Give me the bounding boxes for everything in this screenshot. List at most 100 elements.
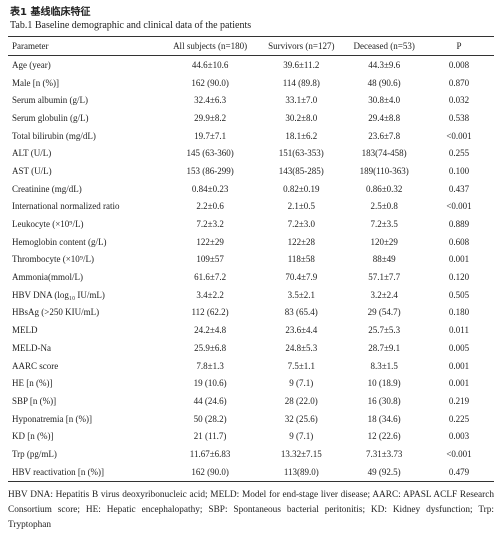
cell: 7.2±3.0 xyxy=(287,219,316,230)
table-row: MELD 24.2±4.8 23.6±4.4 25.7±5.3 0.011 xyxy=(8,321,494,339)
header-row: Parameter All subjects (n=180) Survivors (… xyxy=(8,36,494,56)
row-label: Ammonia(mmol/L) xyxy=(12,272,83,283)
cell: 0.120 xyxy=(448,272,470,283)
cell: 30.8±4.0 xyxy=(368,95,401,106)
cell: 2.1±0.5 xyxy=(287,201,316,212)
cell: 0.219 xyxy=(448,395,470,406)
cell: 0.505 xyxy=(448,289,470,300)
cell: 7.2±3.2 xyxy=(196,219,224,230)
cell: 48 (90.6) xyxy=(367,77,401,88)
row-label: HE [n (%)] xyxy=(12,378,53,389)
cell: <0.001 xyxy=(446,130,472,141)
cell: 0.008 xyxy=(448,59,470,70)
table-title: 表1 基线临床特征 xyxy=(10,7,91,18)
cell: 39.6±11.2 xyxy=(283,59,320,70)
row-label: Hemoglobin content (g/L) xyxy=(12,236,107,247)
cell: 44.6±10.6 xyxy=(191,59,229,70)
table-row: International normalized ratio 2.2±0.6 2.1… xyxy=(8,198,494,216)
cell: 29.4±8.8 xyxy=(368,112,401,123)
cell: 143(85-285) xyxy=(278,165,324,176)
cell: 2.5±0.8 xyxy=(370,201,398,212)
cell: 19.7±7.1 xyxy=(194,130,227,141)
cell: 0.003 xyxy=(448,431,470,442)
table-row: Leukocyte (×10⁹/L) 7.2±3.2 7.2±3.0 7.2±3.5 0… xyxy=(8,215,494,233)
cell: 0.001 xyxy=(448,360,470,371)
cell: 0.86±0.32 xyxy=(365,183,403,194)
column-header: Survivors (n=127) xyxy=(258,36,345,56)
cell: 0.84±0.23 xyxy=(191,183,229,194)
table-row: Hyponatremia [n (%)] 50 (28.2) 32 (25.6) 18… xyxy=(8,410,494,428)
cell: 18.1±6.2 xyxy=(285,130,318,141)
table-body: Age (year) 44.6±10.6 39.6±11.2 44.3±9.6 0.00… xyxy=(8,56,494,482)
cell: 24.2±4.8 xyxy=(194,325,227,336)
row-label: Creatinine (mg/dL) xyxy=(12,183,82,194)
cell: 44 (24.6) xyxy=(193,395,227,406)
cell: 0.437 xyxy=(448,183,470,194)
cell: 21 (11.7) xyxy=(193,431,227,442)
data-table: Parameter All subjects (n=180) Survivors (… xyxy=(8,36,494,482)
table-subtitle: Tab.1 Baseline demographic and clinical … xyxy=(10,20,252,31)
cell: 28 (22.0) xyxy=(284,395,318,406)
cell: 0.538 xyxy=(448,112,470,123)
row-label: Serum globulin (g/L) xyxy=(12,112,89,123)
cell: 0.870 xyxy=(448,77,470,88)
cell: 29 (54.7) xyxy=(367,307,401,318)
cell: 0.005 xyxy=(448,342,470,353)
cell: <0.001 xyxy=(446,448,472,459)
row-label: Thrombocyte (×10⁹/L) xyxy=(12,254,94,265)
cell: 19 (10.6) xyxy=(193,378,227,389)
cell: 0.255 xyxy=(448,148,470,159)
cell: 88±49 xyxy=(372,254,396,265)
cell: 7.5±1.1 xyxy=(287,360,316,371)
row-label: International normalized ratio xyxy=(12,201,120,212)
cell: 7.2±3.5 xyxy=(370,219,398,230)
cell: 50 (28.2) xyxy=(193,413,227,424)
table-row: SBP [n (%)] 44 (24.6) 28 (22.0) 16 (30.8) 0.… xyxy=(8,392,494,410)
cell: 145 (63-360) xyxy=(186,148,234,159)
cell: 83 (65.4) xyxy=(284,307,318,318)
row-label: AST (U/L) xyxy=(12,165,52,176)
cell: 0.001 xyxy=(448,378,470,389)
cell: 2.2±0.6 xyxy=(196,201,224,212)
cell: 32 (25.6) xyxy=(284,413,318,424)
table-row: Hemoglobin content (g/L) 122±29 122±28 120±… xyxy=(8,233,494,251)
table-row: Serum globulin (g/L) 29.9±8.2 30.2±8.0 29.4… xyxy=(8,109,494,127)
table-row: MELD-Na 25.9±6.8 24.8±5.3 28.7±9.1 0.005 xyxy=(8,339,494,357)
table-row: ALT (U/L) 145 (63-360) 151(63-353) 183(74-4… xyxy=(8,144,494,162)
cell: 13.32±7.15 xyxy=(280,448,322,459)
row-label: Hyponatremia [n (%)] xyxy=(12,413,92,424)
table-row: Male [n (%)] 162 (90.0) 114 (89.8) 48 (90.6… xyxy=(8,74,494,92)
table-row: AST (U/L) 153 (86-299) 143(85-285) 189(110-… xyxy=(8,162,494,180)
row-label: HBsAg (>250 KIU/mL) xyxy=(12,307,100,318)
cell: 3.2±2.4 xyxy=(370,289,398,300)
row-label: Total bilirubin (mg/dL) xyxy=(12,130,96,141)
cell: 24.8±5.3 xyxy=(285,342,318,353)
cell: 151(63-353) xyxy=(278,148,324,159)
cell: 113(89.0) xyxy=(283,466,319,477)
row-label: HBV reactivation [n (%)] xyxy=(12,466,105,477)
row-label: Serum albumin (g/L) xyxy=(12,95,88,106)
table-row: HBsAg (>250 KIU/mL) 112 (62.2) 83 (65.4) 29… xyxy=(8,304,494,322)
cell: 0.225 xyxy=(448,413,470,424)
table-row: Age (year) 44.6±10.6 39.6±11.2 44.3±9.6 0.00… xyxy=(8,56,494,74)
cell: 61.6±7.2 xyxy=(194,272,227,283)
row-label: Age (year) xyxy=(12,59,51,70)
table-row: HBV DNA (log₁₀ IU/mL) 3.4±2.2 3.5±2.1 3.2±2… xyxy=(8,286,494,304)
cell: 70.4±7.9 xyxy=(285,272,318,283)
row-label: Leukocyte (×10⁹/L) xyxy=(12,219,84,230)
table-row: HBV reactivation [n (%)] 162 (90.0) 113(89… xyxy=(8,463,494,481)
cell: 183(74-458) xyxy=(361,148,407,159)
cell: 189(110-363) xyxy=(359,165,409,176)
cell: <0.001 xyxy=(446,201,472,212)
row-label: KD [n (%)] xyxy=(12,431,54,442)
column-header: Parameter xyxy=(8,36,162,56)
cell: 0.889 xyxy=(448,219,470,230)
cell: 162 (90.0) xyxy=(191,466,229,477)
cell: 30.2±8.0 xyxy=(285,112,318,123)
cell: 112 (62.2) xyxy=(191,307,229,318)
cell: 12 (22.6) xyxy=(367,431,401,442)
row-label: AARC score xyxy=(12,360,59,371)
cell: 120±29 xyxy=(370,236,398,247)
row-label: ALT (U/L) xyxy=(12,148,52,159)
cell: 25.9±6.8 xyxy=(194,342,227,353)
